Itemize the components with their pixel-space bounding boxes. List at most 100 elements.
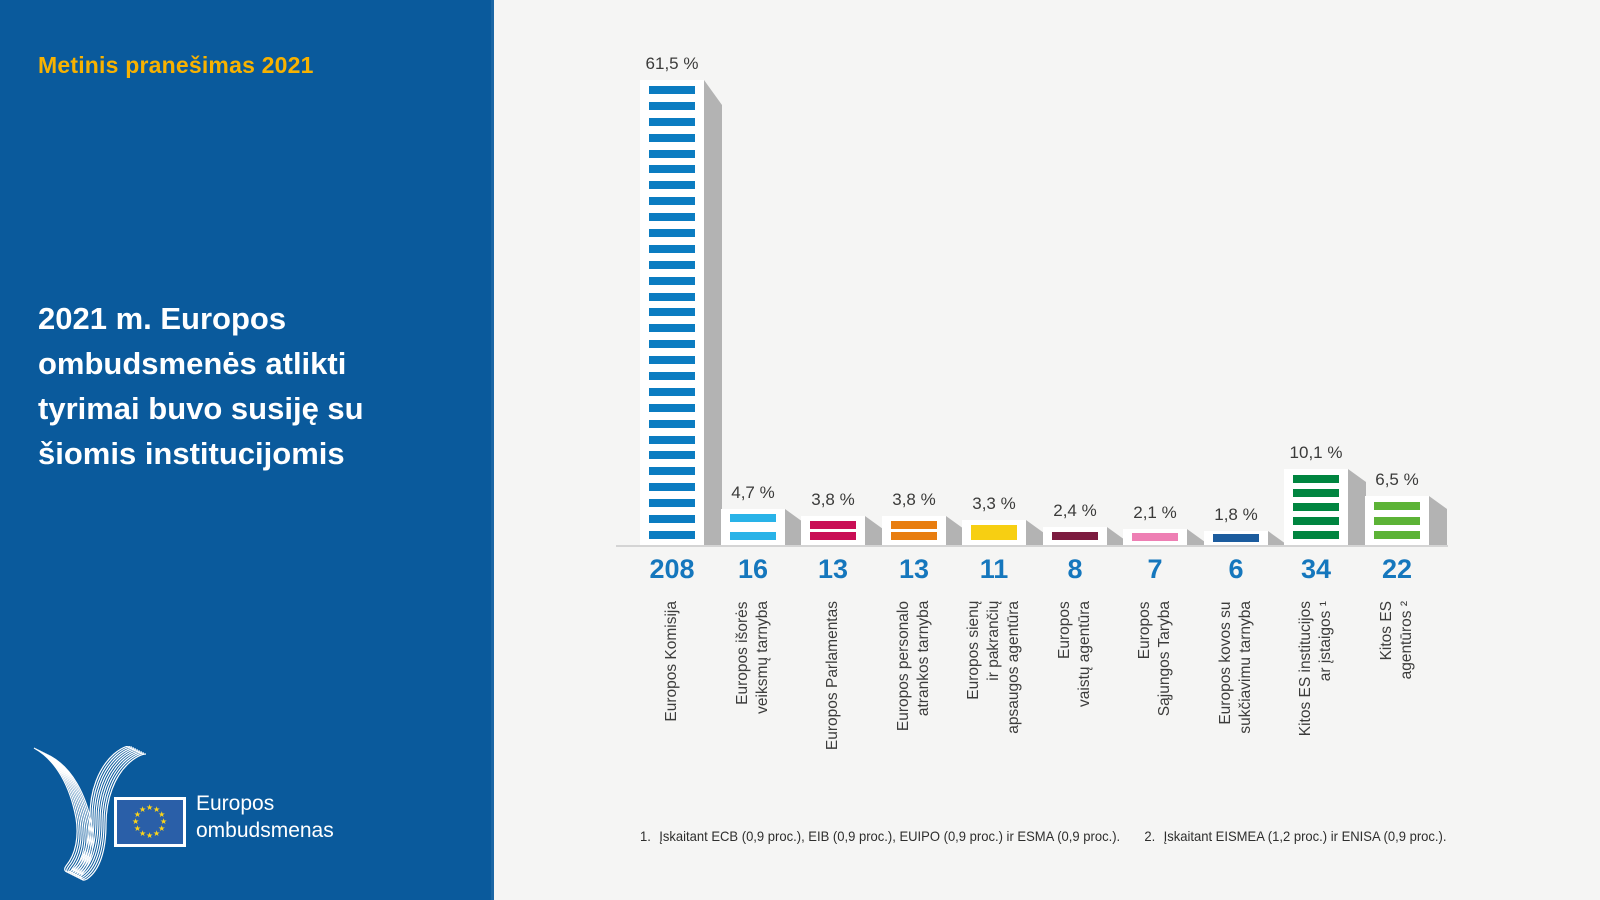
bar-category-label: Europos vaistų agentūra xyxy=(1056,601,1093,707)
bar-stripe xyxy=(1374,502,1420,510)
bar-shadow xyxy=(1348,469,1366,545)
footnote-2-text: Įskaitant EISMEA (1,2 proc.) ir ENISA (0… xyxy=(1163,828,1447,844)
bar-stripe xyxy=(649,451,695,460)
bar-stripe xyxy=(891,521,937,529)
left-panel: Metinis pranešimas 2021 2021 m. Europos … xyxy=(0,0,494,900)
bar-stripe xyxy=(649,197,695,206)
bar-category-label: Kitos ES institucijos ar įstaigos ¹ xyxy=(1297,601,1334,737)
logo-org-name: Europos ombudsmenas xyxy=(196,790,334,844)
bar-count: 8 xyxy=(1067,554,1083,584)
bar-stripe xyxy=(730,514,776,522)
bar-shadow xyxy=(704,80,722,545)
bar-stripe xyxy=(649,101,695,110)
bar-stripe-group xyxy=(1293,475,1339,539)
bar-count: 6 xyxy=(1228,554,1244,584)
bar-count: 22 xyxy=(1381,554,1413,584)
bar-shadow xyxy=(865,516,883,545)
bar xyxy=(1123,529,1187,545)
bar-stripe xyxy=(649,483,695,492)
bar-stripe xyxy=(649,276,695,285)
bar xyxy=(962,520,1026,545)
bar-percentage: 4,7 % xyxy=(731,483,775,502)
bar-shadow xyxy=(1429,496,1447,545)
bar-stripe-group xyxy=(649,86,695,539)
eu-star-icon: ★ xyxy=(132,817,140,826)
bar-stripe xyxy=(649,515,695,524)
eu-star-icon: ★ xyxy=(139,829,147,839)
bar-stripe xyxy=(810,532,856,540)
bar-stripe xyxy=(649,292,695,301)
bar-stripe xyxy=(649,260,695,269)
bar xyxy=(640,80,704,545)
eu-star-icon: ★ xyxy=(146,831,154,840)
bar-stripe xyxy=(1293,517,1339,525)
bar-category-label: Europos išorės veiksmų tarnyba xyxy=(734,601,771,714)
bar-stripe xyxy=(810,521,856,529)
footnote-2: 2. Įskaitant EISMEA (1,2 proc.) ir ENISA… xyxy=(1144,828,1446,844)
eu-star-icon: ★ xyxy=(133,824,142,833)
bar-stripe xyxy=(649,149,695,158)
bar-stripe xyxy=(649,117,695,126)
eu-star-icon: ★ xyxy=(158,810,166,819)
bar-stripe xyxy=(1293,531,1339,539)
bar-stripe xyxy=(1052,532,1098,540)
bar-stripe xyxy=(891,532,937,540)
eu-star-icon: ★ xyxy=(153,804,161,814)
eu-star-icon: ★ xyxy=(158,824,166,833)
bar-percentage: 3,8 % xyxy=(811,490,855,509)
bar-stripe xyxy=(649,340,695,349)
bar-percentage: 3,3 % xyxy=(972,494,1016,513)
bar-stripe xyxy=(649,229,695,238)
bar-shadow xyxy=(1187,529,1205,545)
bar-count: 16 xyxy=(737,554,769,584)
bar-stripe xyxy=(971,532,1017,540)
bar-count: 34 xyxy=(1300,554,1332,584)
bar-stripe xyxy=(1293,489,1339,497)
bar xyxy=(1365,496,1429,545)
bar xyxy=(1284,469,1348,545)
bar-stripe xyxy=(649,356,695,365)
footnotes: 1. Įskaitant ECB (0,9 proc.), EIB (0,9 p… xyxy=(640,828,1447,844)
bar-stripe xyxy=(1293,503,1339,511)
bar xyxy=(801,516,865,545)
bar-stripe xyxy=(649,419,695,428)
eu-star-icon: ★ xyxy=(160,817,168,826)
bar-percentage: 3,8 % xyxy=(892,490,936,509)
page-title: 2021 m. Europos ombudsmenės atlikti tyri… xyxy=(38,296,468,476)
eu-flag: ★ ★ ★ ★ ★ ★ ★ ★ ★ ★ ★ ★ xyxy=(114,797,186,847)
bar-count: 208 xyxy=(649,554,695,584)
footnote-1-text: Įskaitant ECB (0,9 proc.), EIB (0,9 proc… xyxy=(659,828,1121,844)
bar-count: 11 xyxy=(979,554,1009,584)
bar xyxy=(882,516,946,545)
bar-count: 7 xyxy=(1147,554,1163,584)
bar-stripe xyxy=(649,244,695,253)
title-line: 2021 m. Europos xyxy=(38,301,287,336)
bar-percentage: 2,4 % xyxy=(1053,501,1097,520)
bar-category-label: Europos Komisija xyxy=(663,601,680,722)
bar-stripe xyxy=(649,499,695,508)
bar-stripe xyxy=(1213,534,1259,542)
bar-stripe-group xyxy=(1132,531,1178,543)
bar xyxy=(721,509,785,545)
bar-stripe-group xyxy=(891,521,937,540)
bar-stripe xyxy=(1374,516,1420,525)
bar-stripe xyxy=(649,372,695,381)
bar xyxy=(1043,527,1107,545)
bar-stripe xyxy=(1132,533,1178,541)
bar-category-label-wrap: Kitos ES agentūros ² xyxy=(1332,601,1462,791)
bar-stripe xyxy=(649,387,695,396)
bar-stripe xyxy=(649,324,695,333)
bar-stripe xyxy=(649,530,695,539)
eu-star-icon: ★ xyxy=(139,804,147,814)
bar-percentage: 61,5 % xyxy=(645,54,699,73)
bar-stripe xyxy=(649,213,695,222)
title-line: tyrimai buvo susiję su xyxy=(38,391,364,426)
footnote-2-marker: 2. xyxy=(1144,828,1156,844)
bar-category-label: Europos Sąjungos Taryba xyxy=(1136,601,1173,717)
bar-stripe-group xyxy=(1052,532,1098,540)
title-line: ombudsmenės atlikti xyxy=(38,346,347,381)
bar-stripe-group xyxy=(1213,533,1259,543)
chart-baseline xyxy=(616,545,1448,547)
